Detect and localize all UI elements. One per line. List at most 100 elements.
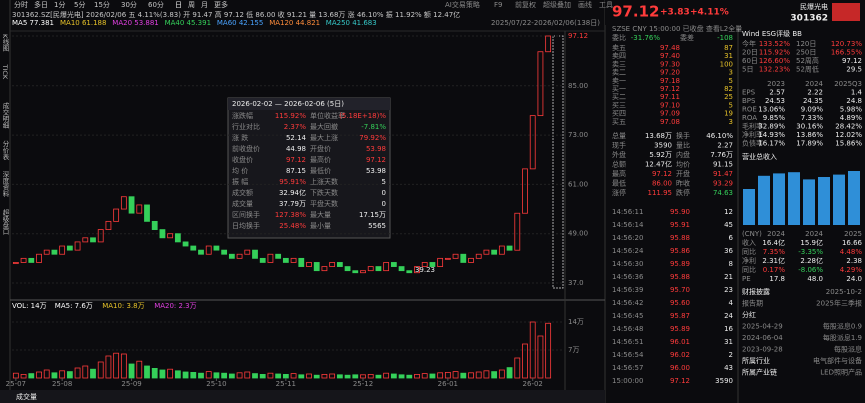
fin2-cell: 16.66 [842,239,863,247]
popup-cell: 上涨天数 [310,177,338,186]
ma-legend: MA120 44.821 [269,19,320,27]
trades-cell: 14:56:48 [612,325,643,333]
tab[interactable]: 1分 [54,0,65,9]
bottom-tab[interactable]: 成交量 [16,392,37,401]
orderbook-cell: 3 [729,118,733,126]
quote-change: +3.83 [660,8,690,18]
stats-cell: 外盘 [612,150,626,159]
candle [344,266,351,272]
tab[interactable]: 周 [188,1,195,9]
toolbar-item[interactable]: F9 [494,1,502,9]
volume-bar [375,374,382,379]
fin-cell: 28.42% [835,123,862,131]
candle [383,262,390,272]
side-tab[interactable]: TICK [1,64,9,80]
fin2-cell: 2.28亿 [800,256,823,265]
tab[interactable]: 15分 [94,0,110,9]
tab[interactable]: 5分 [74,0,85,9]
ma-legend: MA20 53.881 [112,19,158,27]
tab[interactable]: 60分 [148,0,164,9]
fin-cell: ROE [742,106,757,114]
side-tab[interactable]: 超级盘口 [1,208,9,236]
volume-bar [367,373,374,379]
popup-cell: 32.94亿 [279,188,306,197]
volume-bar [28,373,35,379]
trades-cell: 14:56:30 [612,260,643,268]
trades-cell: 21 [724,273,733,281]
news-cell: 2025-04-29 [742,323,783,331]
candle [390,262,397,267]
volume-bar [506,367,513,379]
trades-cell: 6 [729,234,734,242]
side-tab[interactable]: 成交明细 [1,101,9,130]
tab[interactable]: 多日 [34,0,48,9]
tab[interactable]: 更多 [214,0,228,9]
revenue-bar [803,179,815,225]
fin-cell: 4.89% [840,114,863,122]
trades-cell: 14:56:20 [612,234,643,242]
volume-bar [267,372,274,379]
orderbook-head: 委比 [612,33,626,42]
candle [506,245,513,251]
side-tab[interactable]: 分价表 [1,139,9,161]
popup-cell: 97.12 [286,156,306,164]
candle [290,257,297,263]
tab[interactable]: 月 [201,1,208,9]
quote-pct: +4.11% [690,8,729,18]
popup-cell: 95.91% [279,178,306,186]
trades-cell: 2 [729,351,733,359]
volume-bar [383,372,390,379]
tab[interactable]: 30分 [121,0,137,9]
fin2-cell: -8.06% [798,266,823,274]
trades-cell: 96.01 [670,338,690,346]
x-tick-label: 25-12 [353,380,373,388]
x-tick-label: 25-08 [52,380,72,388]
popup-cell: 最大上涨 [310,133,338,142]
fin-cell: 13.86% [796,131,823,139]
perf-cell: 97.12 [842,57,862,65]
orderbook-cell: 97.10 [660,101,680,109]
stats-cell: 86.00 [652,180,672,188]
volume-bar [491,371,498,379]
trades-cell: 96.02 [670,351,690,359]
volume-bar [136,360,143,379]
volume-bar [545,322,552,379]
range-label: 2025/07/22-2026/02/06(138日) [491,19,600,27]
toolbar-item[interactable]: 工具 [599,1,613,9]
orderbook-cell: 31 [724,52,733,60]
trades-cell: 14:56:54 [612,351,644,359]
side-tab[interactable]: 深度资料 [1,170,9,199]
toolbar-item[interactable]: AI交易策略 [445,0,480,9]
fin-cell: 24.8 [846,97,862,105]
candle [398,266,405,272]
perf-cell: 29.5 [846,66,862,74]
popup-cell: -7.81% [361,123,386,131]
candle [298,257,305,267]
orderbook-head: 委差 [680,33,694,42]
candle [20,257,27,263]
x-tick-label: 25-11 [276,380,296,388]
toolbar-item[interactable]: 前复权 [515,0,536,9]
tab[interactable]: 分时 [14,0,28,9]
toolbar-item[interactable]: 画线 [578,0,592,9]
tab[interactable]: 日 [175,1,182,9]
orderbook-cell: 卖五 [612,44,626,52]
popup-cell: 前收盘价 [232,144,260,153]
orderbook-cell: 87 [724,44,733,52]
side-tab[interactable]: K线图 [1,34,9,52]
toolbar-item[interactable]: 超级叠加 [543,0,571,9]
volume-bar [82,365,89,379]
x-tick-label: 26-02 [523,380,543,388]
volume-bar [174,370,181,379]
orderbook-head: -108 [717,34,733,42]
orderbook-cell: 25 [724,93,733,101]
trades-cell: 12 [724,208,733,216]
fin2-cell: 净利 [742,256,756,265]
trades-cell: 95.90 [670,208,690,216]
fin2-cell: 7.35% [763,248,786,256]
volume-bar [190,371,197,379]
trades-cell: 24 [724,312,733,320]
candle [282,257,289,263]
trade-button[interactable] [832,3,860,21]
candle [144,204,150,222]
